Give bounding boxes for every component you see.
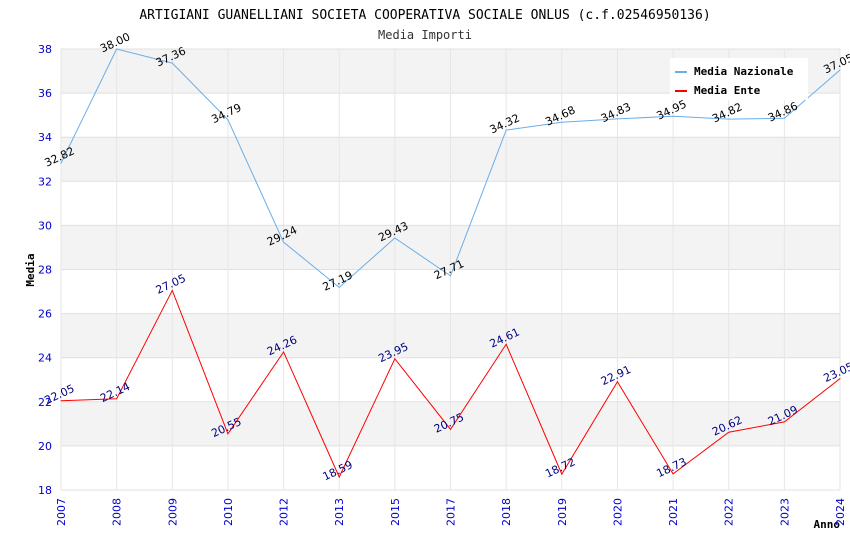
data-point xyxy=(616,381,618,383)
y-axis-label: Media xyxy=(24,253,37,286)
y-tick-labels: 18 20 22 24 26 28 30 32 34 36 38 xyxy=(38,43,52,497)
data-point xyxy=(728,118,730,120)
data-point xyxy=(283,241,285,243)
data-label: 23.05 xyxy=(821,360,850,385)
data-point xyxy=(505,129,507,131)
data-point xyxy=(450,275,451,277)
data-point xyxy=(227,119,229,121)
y-tick-label: 26 xyxy=(38,308,52,321)
data-point xyxy=(338,286,340,288)
legend-box xyxy=(670,58,808,100)
y-tick-label: 30 xyxy=(38,219,52,232)
series-lines xyxy=(60,48,841,479)
x-axis-label: Anno xyxy=(814,518,841,531)
y-tick-label: 36 xyxy=(38,87,52,100)
data-label: 18.73 xyxy=(655,455,689,480)
data-point xyxy=(171,289,173,291)
y-tick-label: 22 xyxy=(38,396,52,409)
data-point xyxy=(783,117,785,119)
data-point xyxy=(839,69,841,71)
y-tick-label: 18 xyxy=(38,484,52,497)
x-tick-label: 2015 xyxy=(389,498,402,526)
data-point xyxy=(338,476,340,478)
data-point xyxy=(839,378,841,380)
data-point xyxy=(783,421,785,423)
x-tick-label: 2022 xyxy=(723,498,736,526)
x-tick-label: 2018 xyxy=(500,498,513,526)
y-tick-label: 34 xyxy=(38,131,52,144)
data-point xyxy=(60,400,62,402)
data-label: 34.68 xyxy=(543,103,577,128)
grid-lines xyxy=(60,48,841,491)
y-tick-label: 38 xyxy=(38,43,52,56)
y-tick-label: 28 xyxy=(38,264,52,277)
x-tick-label: 2020 xyxy=(611,498,624,526)
data-point xyxy=(505,343,507,345)
legend-label-nazionale: Media Nazionale xyxy=(694,65,794,78)
data-label: 27.19 xyxy=(321,269,355,294)
y-tick-label: 20 xyxy=(38,440,52,453)
chart-title: ARTIGIANI GUANELLIANI SOCIETA COOPERATIV… xyxy=(139,8,710,23)
data-label: 34.79 xyxy=(209,101,243,126)
data-point xyxy=(561,473,563,475)
data-point xyxy=(116,48,118,50)
x-tick-label: 2010 xyxy=(222,498,235,526)
data-label: 18.59 xyxy=(321,458,355,483)
x-tick-label: 2024 xyxy=(834,498,847,526)
x-tick-label: 2013 xyxy=(333,498,346,526)
data-point xyxy=(171,62,173,64)
data-point xyxy=(561,121,563,123)
legend-label-ente: Media Ente xyxy=(694,84,761,97)
data-label: 34.83 xyxy=(599,100,633,125)
chart-subtitle: Media Importi xyxy=(378,28,472,42)
data-point xyxy=(672,115,674,117)
data-point xyxy=(60,162,62,164)
data-point xyxy=(394,237,396,239)
data-point xyxy=(672,473,674,475)
data-point xyxy=(728,431,730,433)
x-tick-label: 2012 xyxy=(278,498,291,526)
x-tick-label: 2019 xyxy=(556,498,569,526)
x-tick-label: 2023 xyxy=(778,498,791,526)
data-point xyxy=(450,428,451,430)
x-tick-label: 2017 xyxy=(445,498,458,526)
x-tick-label: 2007 xyxy=(55,498,68,526)
data-label: 18.72 xyxy=(543,455,577,480)
data-label: 34.95 xyxy=(655,98,689,123)
x-tick-label: 2009 xyxy=(166,498,179,526)
data-label: 34.82 xyxy=(710,100,744,125)
data-point xyxy=(616,118,618,120)
data-point xyxy=(227,433,229,435)
data-point xyxy=(116,398,118,400)
data-label: 34.86 xyxy=(766,100,800,125)
legend: Media Nazionale Media Ente xyxy=(670,58,808,100)
x-tick-label: 2008 xyxy=(111,498,124,526)
data-point xyxy=(394,358,396,360)
x-tick-labels: 2007 2008 2009 2010 2012 2013 2015 2017 2018 2019… xyxy=(55,498,847,526)
y-tick-label: 24 xyxy=(38,352,52,365)
x-tick-label: 2021 xyxy=(667,498,680,526)
data-point xyxy=(283,351,285,353)
y-tick-label: 32 xyxy=(38,175,52,188)
